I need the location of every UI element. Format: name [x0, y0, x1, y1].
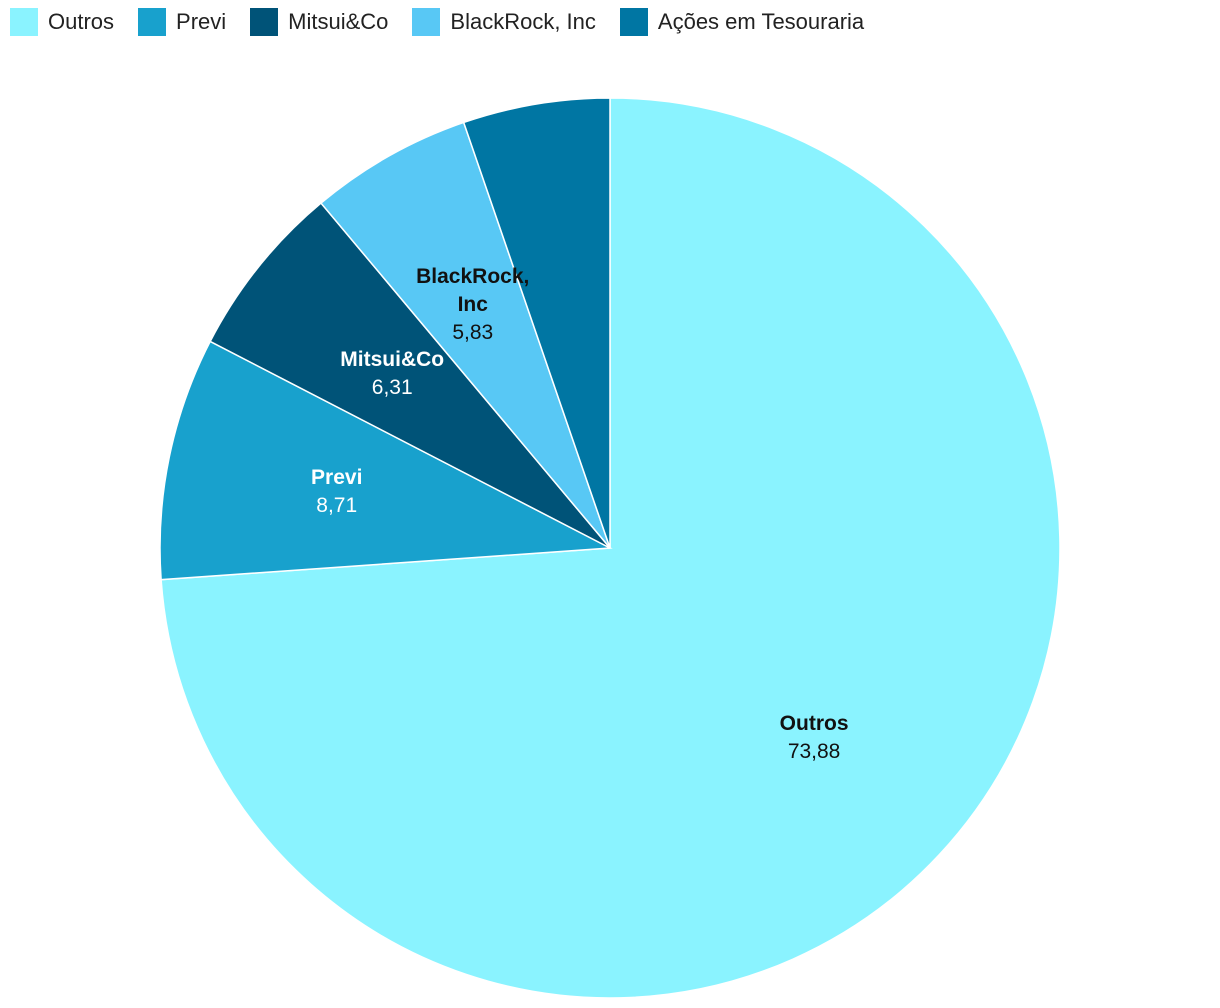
slice-value: 6,31 — [371, 375, 413, 399]
legend-swatch — [138, 8, 167, 36]
slice-label: Previ 8,71 — [267, 464, 407, 520]
pie-slice — [159, 340, 613, 581]
slice-name: Mitsui&Co — [340, 347, 445, 371]
legend-label: Outros — [48, 9, 115, 34]
legend-label: Ações em Tesouraria — [657, 9, 865, 34]
legend-label: Previ — [176, 9, 227, 34]
pie-slice — [209, 202, 611, 549]
slice-name: Previ — [311, 465, 363, 489]
legend-swatch — [619, 8, 648, 36]
legend-swatch — [10, 8, 38, 36]
legend-label: BlackRock, Inc — [450, 9, 596, 34]
slice-name: BlackRock, Inc — [416, 265, 530, 317]
slice-value: 8,71 — [316, 493, 358, 517]
slice-label: Outros 73,88 — [744, 710, 884, 766]
slice-value: 5,83 — [452, 321, 494, 345]
slice-name: Outros — [779, 712, 849, 736]
legend-swatch — [250, 8, 279, 36]
legend-item: Previ — [138, 8, 226, 36]
legend-swatch — [412, 8, 441, 36]
legend-item: Mitsui&Co — [250, 8, 388, 36]
legend: Outros Previ Mitsui&Co BlackRock, Inc Ações … — [10, 8, 864, 36]
slice-value: 73,88 — [787, 740, 841, 764]
pie-slice — [462, 97, 611, 549]
legend-label: Mitsui&Co — [288, 9, 389, 34]
pie-slice — [319, 121, 611, 549]
slice-label: Mitsui&Co 6,31 — [322, 346, 462, 402]
legend-item: BlackRock, Inc — [412, 8, 596, 36]
legend-item: Outros — [10, 8, 114, 36]
slice-label: BlackRock, Inc 5,83 — [403, 263, 543, 347]
legend-item: Ações em Tesouraria — [619, 8, 865, 36]
